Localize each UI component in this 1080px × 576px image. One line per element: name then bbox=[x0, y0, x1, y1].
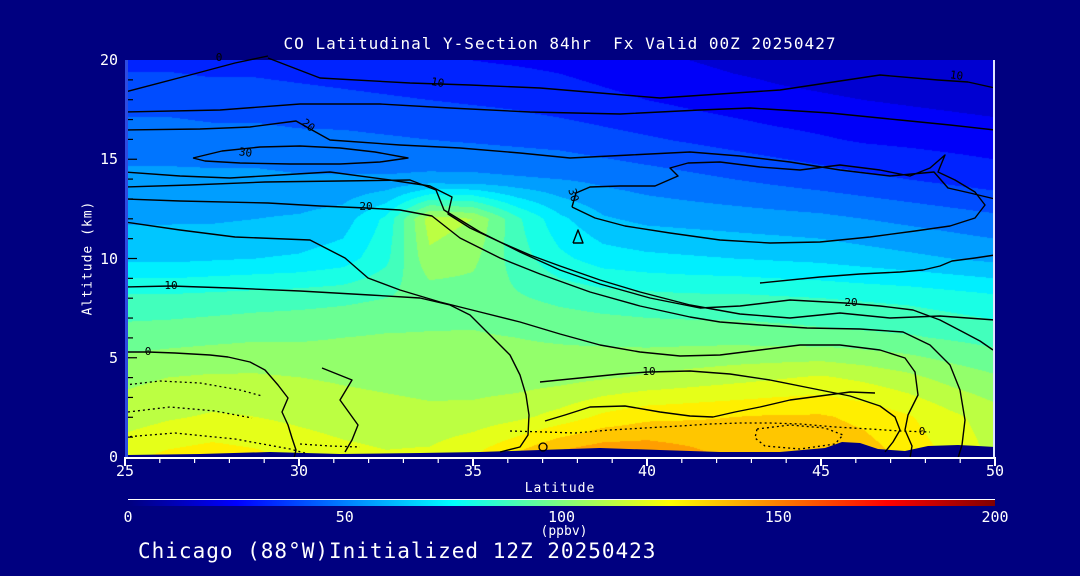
footer-text: Chicago (88°W)Initialized 12Z 20250423 bbox=[138, 539, 657, 563]
colorbar-tick-label: 0 bbox=[123, 508, 133, 526]
x-tick-label: 25 bbox=[115, 462, 135, 480]
colorbar-tick-label: 50 bbox=[335, 508, 354, 526]
colorbar-tick-label: 150 bbox=[764, 508, 792, 526]
x-tick-label: 50 bbox=[985, 462, 1005, 480]
x-tick-label: 35 bbox=[463, 462, 483, 480]
colorbar-units: (ppbv) bbox=[540, 524, 588, 539]
colorbar-tick-label: 100 bbox=[547, 508, 576, 526]
heatmap-field bbox=[125, 60, 995, 457]
colorbar-tick-label: 200 bbox=[981, 508, 1009, 526]
y-tick-label: 15 bbox=[99, 150, 118, 169]
colorbar bbox=[128, 499, 995, 506]
chart-title: CO Latitudinal Y-Section 84hr Fx Valid 0… bbox=[283, 34, 837, 53]
x-tick-label: 30 bbox=[289, 462, 309, 480]
y-tick-label: 20 bbox=[99, 51, 118, 69]
x-tick-label: 40 bbox=[637, 462, 657, 480]
y-tick-label: 5 bbox=[108, 348, 118, 367]
y-tick-label: 0 bbox=[108, 448, 118, 466]
x-axis-label: Latitude bbox=[524, 481, 596, 496]
y-tick-label: 10 bbox=[99, 249, 118, 268]
x-tick-label: 45 bbox=[811, 462, 831, 480]
